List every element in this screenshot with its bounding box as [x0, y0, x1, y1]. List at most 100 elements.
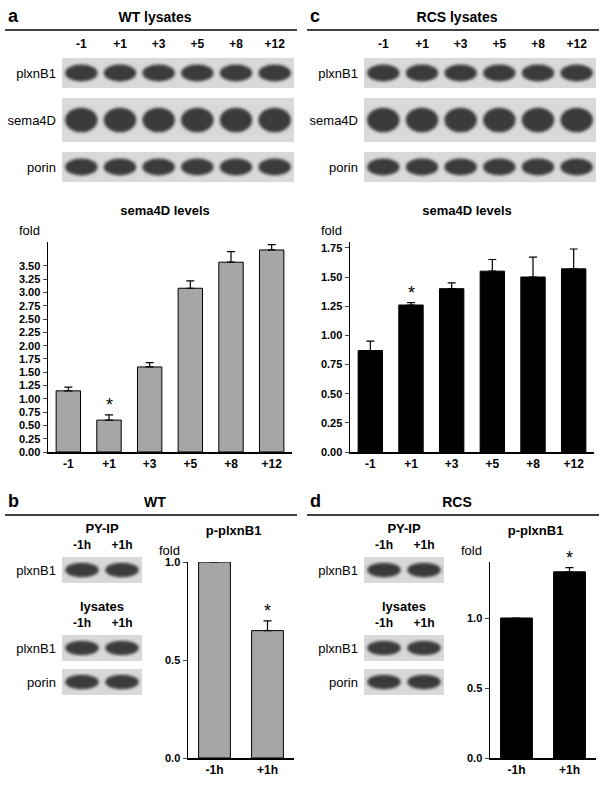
- svg-text:1.75: 1.75: [19, 353, 40, 365]
- svg-text:+1h: +1h: [413, 538, 434, 552]
- svg-text:0.50: 0.50: [19, 419, 40, 431]
- svg-text:0.00: 0.00: [321, 446, 342, 458]
- svg-text:-1: -1: [365, 457, 376, 471]
- svg-text:-1h: -1h: [375, 616, 393, 630]
- svg-text:1.25: 1.25: [321, 300, 342, 312]
- svg-text:+8: +8: [229, 37, 243, 51]
- svg-text:+1: +1: [102, 457, 116, 471]
- svg-text:fold: fold: [321, 223, 342, 238]
- svg-text:PY-IP: PY-IP: [387, 521, 421, 536]
- svg-text:lysates: lysates: [80, 599, 124, 614]
- svg-text:+12: +12: [264, 37, 285, 51]
- svg-text:-1h: -1h: [375, 538, 393, 552]
- svg-text:porin: porin: [329, 675, 358, 690]
- svg-text:+1h: +1h: [111, 538, 132, 552]
- svg-text:+3: +3: [454, 37, 468, 51]
- svg-text:1.00: 1.00: [321, 329, 342, 341]
- svg-text:fold: fold: [19, 223, 40, 238]
- svg-text:plxnB1: plxnB1: [16, 66, 56, 81]
- svg-text:+3: +3: [445, 457, 459, 471]
- svg-text:0.00: 0.00: [19, 446, 40, 458]
- svg-text:1.00: 1.00: [19, 393, 40, 405]
- svg-text:plxnB1: plxnB1: [318, 641, 358, 656]
- svg-text:+3: +3: [143, 457, 157, 471]
- svg-text:+5: +5: [492, 37, 506, 51]
- svg-text:*: *: [408, 283, 415, 303]
- svg-text:+1h: +1h: [559, 763, 580, 777]
- svg-text:+8: +8: [531, 37, 545, 51]
- svg-text:2.25: 2.25: [19, 326, 40, 338]
- svg-text:*: *: [106, 395, 113, 415]
- svg-text:RCS lysates: RCS lysates: [417, 9, 498, 25]
- svg-text:2.75: 2.75: [19, 300, 40, 312]
- svg-text:2.00: 2.00: [19, 340, 40, 352]
- svg-text:porin: porin: [27, 675, 56, 690]
- svg-text:+8: +8: [526, 457, 540, 471]
- svg-text:+12: +12: [261, 457, 282, 471]
- svg-text:plxnB1: plxnB1: [318, 66, 358, 81]
- svg-text:0.5: 0.5: [165, 654, 180, 666]
- svg-text:sema4D: sema4D: [310, 113, 358, 128]
- svg-text:3.25: 3.25: [19, 273, 40, 285]
- svg-text:0.25: 0.25: [321, 417, 342, 429]
- svg-text:0.75: 0.75: [19, 406, 40, 418]
- svg-text:+3: +3: [152, 37, 166, 51]
- svg-text:+5: +5: [183, 457, 197, 471]
- svg-text:2.50: 2.50: [19, 313, 40, 325]
- svg-text:b: b: [8, 491, 19, 511]
- svg-text:3.50: 3.50: [19, 260, 40, 272]
- svg-text:-1h: -1h: [73, 616, 91, 630]
- svg-text:a: a: [8, 6, 19, 26]
- svg-text:+1: +1: [404, 457, 418, 471]
- svg-text:+12: +12: [566, 37, 587, 51]
- svg-text:3.00: 3.00: [19, 286, 40, 298]
- svg-text:d: d: [310, 491, 321, 511]
- svg-text:+1h: +1h: [413, 616, 434, 630]
- svg-text:p-plxnB1: p-plxnB1: [206, 523, 262, 538]
- svg-text:0.75: 0.75: [321, 358, 342, 370]
- svg-text:+5: +5: [190, 37, 204, 51]
- svg-text:+1h: +1h: [111, 616, 132, 630]
- svg-text:c: c: [310, 6, 320, 26]
- svg-text:0.0: 0.0: [165, 752, 180, 764]
- svg-text:-1h: -1h: [508, 763, 526, 777]
- svg-text:fold: fold: [159, 543, 180, 558]
- svg-text:-1h: -1h: [73, 538, 91, 552]
- svg-text:p-plxnB1: p-plxnB1: [508, 523, 564, 538]
- svg-text:plxnB1: plxnB1: [16, 563, 56, 578]
- svg-text:sema4D levels: sema4D levels: [120, 203, 210, 218]
- svg-text:0.25: 0.25: [19, 433, 40, 445]
- svg-text:+1: +1: [415, 37, 429, 51]
- svg-text:*: *: [566, 548, 573, 568]
- svg-text:WT lysates: WT lysates: [118, 9, 191, 25]
- svg-text:1.75: 1.75: [321, 242, 342, 254]
- svg-text:sema4D: sema4D: [8, 113, 56, 128]
- svg-text:porin: porin: [27, 160, 56, 175]
- svg-text:plxnB1: plxnB1: [16, 641, 56, 656]
- svg-text:+1: +1: [113, 37, 127, 51]
- svg-text:-1: -1: [76, 37, 87, 51]
- svg-text:+5: +5: [485, 457, 499, 471]
- svg-text:porin: porin: [329, 160, 358, 175]
- svg-text:plxnB1: plxnB1: [318, 563, 358, 578]
- svg-text:fold: fold: [461, 543, 482, 558]
- svg-text:+1h: +1h: [257, 763, 278, 777]
- svg-text:lysates: lysates: [382, 599, 426, 614]
- svg-text:sema4D levels: sema4D levels: [422, 203, 512, 218]
- svg-text:1.0: 1.0: [467, 612, 482, 624]
- svg-text:0.5: 0.5: [467, 682, 482, 694]
- svg-text:-1h: -1h: [206, 763, 224, 777]
- svg-text:0.50: 0.50: [321, 388, 342, 400]
- svg-text:-1: -1: [63, 457, 74, 471]
- svg-text:1.50: 1.50: [321, 271, 342, 283]
- svg-text:WT: WT: [144, 494, 166, 510]
- svg-text:*: *: [264, 601, 271, 621]
- svg-text:-1: -1: [378, 37, 389, 51]
- svg-text:+12: +12: [563, 457, 584, 471]
- svg-text:1.0: 1.0: [165, 556, 180, 568]
- svg-text:+8: +8: [224, 457, 238, 471]
- svg-text:1.50: 1.50: [19, 366, 40, 378]
- svg-text:PY-IP: PY-IP: [85, 521, 119, 536]
- svg-text:1.25: 1.25: [19, 379, 40, 391]
- svg-text:RCS: RCS: [442, 494, 472, 510]
